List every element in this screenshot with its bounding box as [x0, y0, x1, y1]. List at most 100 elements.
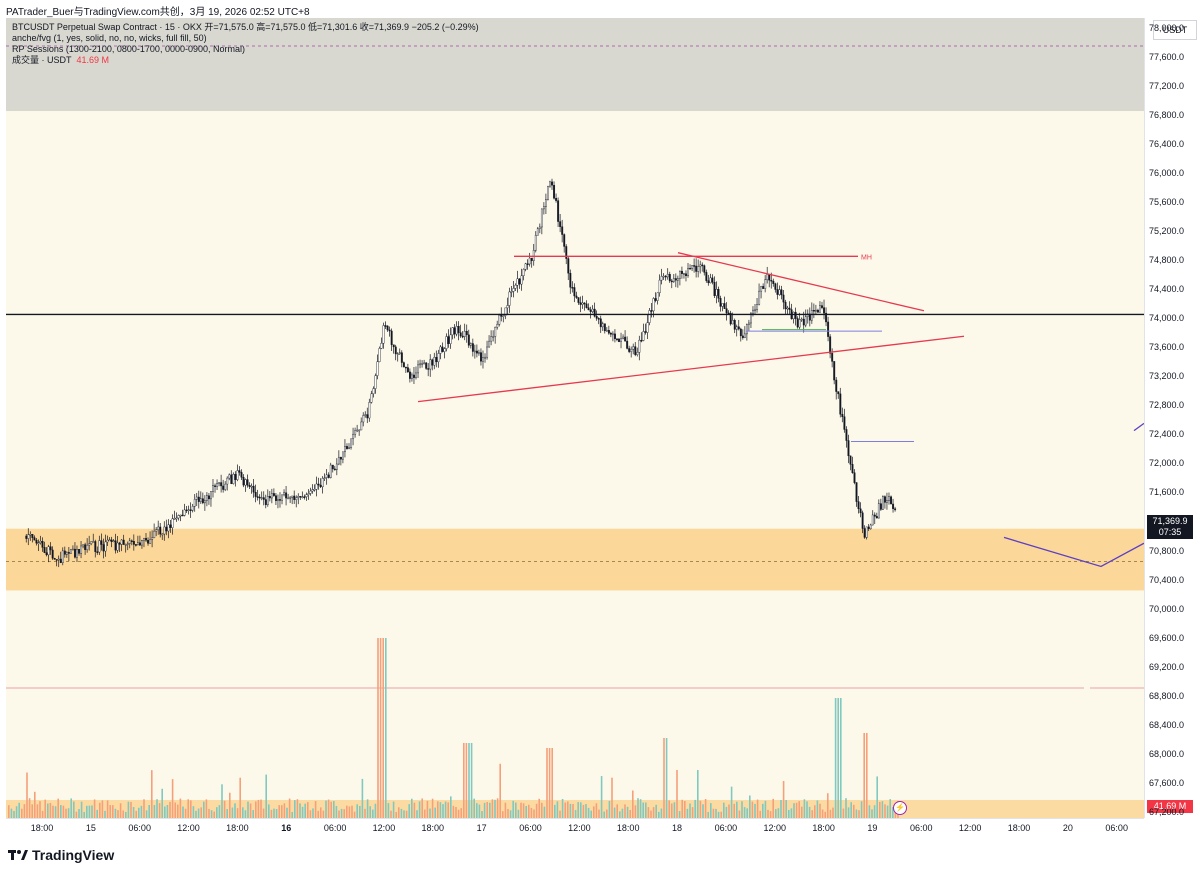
volume-tag: 41.69 M	[1147, 800, 1193, 813]
candle-body	[262, 497, 265, 500]
volume-bar	[112, 805, 114, 818]
candle-body	[319, 484, 322, 488]
volume-bar	[249, 803, 252, 818]
candle-body	[92, 541, 95, 543]
volume-bar	[190, 800, 192, 818]
candle-body	[61, 550, 64, 563]
candle-body	[74, 548, 76, 558]
volume-bar	[504, 802, 507, 818]
volume-bar	[398, 807, 400, 818]
time-tick: 06:00	[128, 823, 151, 833]
candle-body	[545, 199, 547, 207]
volume-bar	[528, 804, 530, 818]
candle-body	[400, 352, 403, 363]
tradingview-footer[interactable]: TradingView	[8, 846, 114, 864]
candle-body	[226, 477, 229, 485]
candle-body	[360, 421, 363, 431]
candle-body	[398, 352, 401, 355]
volume-bar	[382, 638, 384, 818]
candle-body	[762, 286, 765, 289]
candle-body	[366, 414, 369, 419]
indicator-fvg[interactable]: anche/fvg (1, yes, solid, no, no, wicks,…	[12, 33, 207, 43]
volume-bar	[67, 808, 70, 818]
chart-frame[interactable]: MH BTCUSDT Perpetual Swap Contract · 15 …	[6, 18, 1197, 837]
candle-body	[88, 543, 91, 546]
candle-body	[827, 321, 830, 337]
candle-body	[886, 500, 888, 503]
candle-body	[796, 318, 799, 328]
volume-bar	[156, 799, 158, 818]
volume-bar	[814, 805, 816, 818]
upper-trendline	[677, 252, 925, 312]
candle-body	[754, 309, 757, 312]
volume-bar	[83, 811, 85, 818]
candle-body	[721, 303, 724, 307]
time-tick: 12:00	[372, 823, 396, 833]
volume-bar	[725, 806, 728, 818]
volume-bar	[624, 804, 626, 818]
candle-body	[145, 538, 148, 541]
alert-icon[interactable]: ⚡	[893, 801, 907, 815]
volume-bar	[395, 811, 397, 818]
candle-body	[181, 514, 184, 517]
volume-bar	[187, 799, 189, 818]
volume-bar	[88, 805, 91, 818]
volume-bar	[314, 801, 317, 818]
volume-bar	[671, 803, 673, 818]
volume-bar	[452, 805, 455, 818]
time-tick: 06:00	[1105, 823, 1128, 833]
volume-bar	[151, 770, 153, 818]
candle-body	[240, 472, 243, 478]
volume-bar	[143, 799, 145, 818]
candle-body	[839, 393, 842, 415]
volume-bar	[221, 784, 223, 818]
volume-bar	[273, 808, 275, 818]
candle-body	[752, 309, 754, 314]
volume-bar	[307, 802, 309, 818]
candle-body	[27, 534, 30, 539]
candle-body	[234, 474, 237, 480]
candle-body	[69, 548, 72, 554]
volume-legend[interactable]: 成交量 · USDT 41.69 M	[12, 55, 479, 66]
candle-body	[843, 416, 846, 430]
candle-body	[163, 526, 166, 535]
volume-bar	[603, 811, 605, 818]
time-axis[interactable]: 18:00 15 06:00 12:00 18:00 16 06:00 12:00 18:00 1…	[6, 818, 1144, 837]
volume-bar	[312, 808, 314, 818]
price-tick: 70,400.0	[1149, 574, 1185, 585]
plot-area[interactable]: MH BTCUSDT Perpetual Swap Contract · 15 …	[6, 18, 1144, 818]
volume-bar	[426, 800, 429, 818]
price-tick: 70,000.0	[1149, 603, 1185, 614]
volume-bar	[639, 799, 642, 818]
volume-bar	[278, 805, 280, 818]
candle-body	[699, 264, 702, 267]
candle-body	[331, 464, 334, 470]
candle-body	[155, 529, 158, 532]
candle-body	[417, 364, 420, 374]
candle-body	[455, 326, 458, 335]
candle-body	[674, 278, 677, 281]
currency-selector[interactable]: USDT	[1153, 20, 1197, 40]
volume-bar	[616, 804, 618, 818]
candle-body	[743, 333, 746, 338]
volume-bar	[619, 811, 621, 818]
price-axis[interactable]: USDT 71,369.9 07:35 41.69 M 78,000.0 77,6…	[1144, 18, 1197, 818]
candle-body	[120, 539, 123, 545]
indicator-sessions[interactable]: RP Sessions (1300-2100, 0800-1700, 0000-…	[12, 44, 245, 54]
candle-body	[151, 537, 154, 540]
volume-bar	[408, 804, 410, 818]
volume-bar	[34, 791, 36, 818]
volume-bar	[117, 810, 119, 818]
volume-bar	[23, 804, 26, 818]
candle-body	[561, 226, 564, 235]
candle-body	[299, 496, 302, 498]
time-tick: 16	[281, 823, 292, 833]
volume-bar	[699, 800, 702, 818]
candle-body	[118, 542, 121, 545]
chart-canvas[interactable]: MH	[6, 18, 1144, 818]
volume-bar	[174, 802, 176, 818]
candle-body	[731, 320, 734, 325]
candle-body	[648, 310, 651, 323]
candle-body	[784, 301, 787, 310]
candle-body	[311, 489, 314, 492]
